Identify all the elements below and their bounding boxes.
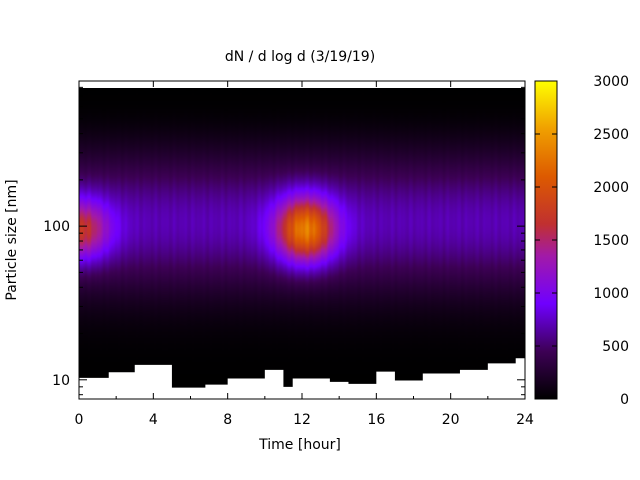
y-axis: 10 100 (43, 86, 525, 396)
chart-title: dN / d log d (3/19/19) (225, 49, 375, 65)
colorbar: 0 500 1000 1500 2000 2500 3000 (534, 74, 629, 408)
y-tick-label: 10 (52, 373, 70, 389)
x-tick-label: 24 (516, 412, 534, 428)
x-tick-label: 0 (75, 412, 84, 428)
x-tick-label: 12 (293, 412, 311, 428)
y-axis-label: Particle size [nm] (4, 179, 20, 300)
x-axis: 0 4 8 12 16 20 24 (75, 81, 534, 428)
y-tick-label: 100 (43, 219, 70, 235)
heatmap-image (79, 88, 525, 399)
colorbar-tick-label: 1000 (593, 286, 629, 302)
x-tick-label: 16 (367, 412, 385, 428)
lower-size-cutoff-mask (79, 355, 525, 399)
colorbar-tick-label: 2500 (593, 127, 629, 143)
colorbar-ticks: 0 500 1000 1500 2000 2500 3000 (535, 74, 629, 408)
colorbar-tick-label: 500 (602, 339, 629, 355)
colorbar-tick-label: 1500 (593, 233, 629, 249)
colorbar-tick-label: 3000 (593, 74, 629, 90)
x-tick-label: 20 (442, 412, 460, 428)
heatmap-area (79, 88, 525, 399)
x-tick-label: 4 (149, 412, 158, 428)
colorbar-tick-label: 0 (620, 392, 629, 408)
colorbar-tick-label: 2000 (593, 180, 629, 196)
x-axis-label: Time [hour] (258, 437, 341, 453)
x-tick-label: 8 (223, 412, 232, 428)
